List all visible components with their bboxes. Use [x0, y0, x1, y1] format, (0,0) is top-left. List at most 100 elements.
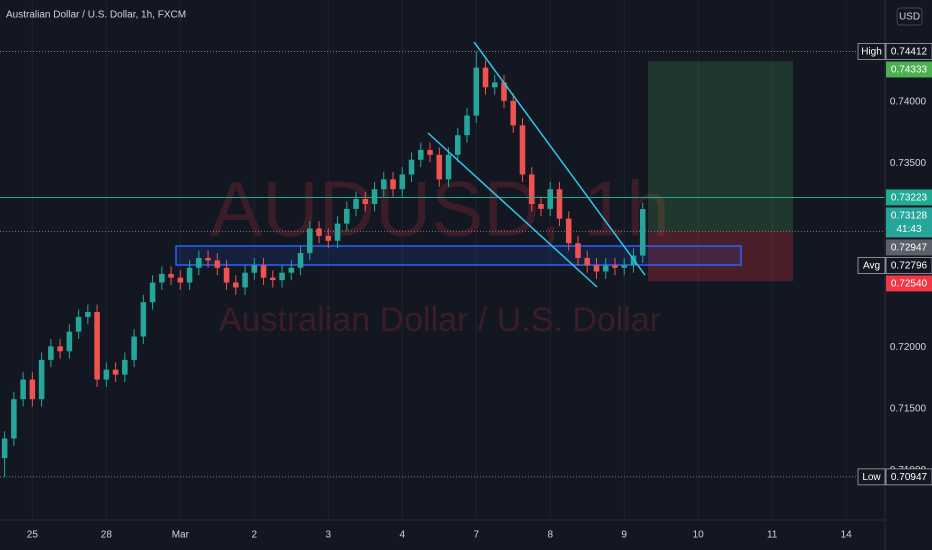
x-tick-label: 10 [693, 530, 705, 541]
candle-body [75, 316, 82, 332]
grid [31, 0, 847, 520]
candle-body [270, 277, 276, 281]
candle-body [214, 260, 221, 268]
candle-body [408, 159, 415, 175]
price-badge [886, 275, 932, 292]
trend-line [427, 132, 598, 288]
candle-body [362, 199, 369, 204]
price-badge-text: 0.73128 [891, 211, 928, 222]
candle-body [510, 100, 517, 126]
chart-title: Australian Dollar / U.S. Dollar, 1h, FXC… [6, 10, 186, 21]
watermark-subtitle: Australian Dollar / U.S. Dollar [219, 301, 661, 339]
price-badge-label: Avg [863, 261, 880, 272]
candle-body [575, 243, 581, 258]
candle-body [112, 369, 119, 375]
candle-body [11, 399, 17, 439]
price-badge-text: 0.73223 [891, 193, 928, 204]
price-badge [886, 61, 932, 78]
candle-body [168, 273, 174, 278]
price-badge-label: High [861, 47, 882, 58]
candle-body [48, 346, 54, 360]
candle-body [417, 149, 424, 160]
candle-body [584, 257, 590, 266]
price-badge [885, 468, 932, 486]
price-lines [0, 50, 885, 478]
candle-body [94, 312, 100, 380]
candle-body [223, 267, 230, 283]
candle-body [1, 438, 8, 459]
candle-body [445, 154, 452, 180]
candle-body [427, 149, 433, 155]
candle-body [538, 203, 544, 209]
trend-line [473, 41, 646, 276]
x-tick-label: 9 [621, 530, 627, 541]
price-badge [885, 43, 932, 60]
candles [1, 51, 646, 477]
candle-body [288, 267, 295, 273]
candle-body [464, 115, 470, 136]
candle-body [38, 359, 45, 400]
price-badges: 0.74412 High 0.74333 0.73223 0.73128 41:43 0.7… [857, 43, 932, 486]
x-tick-label: 25 [27, 530, 39, 541]
price-badge-text: 0.74333 [891, 65, 928, 76]
candle-body [131, 336, 137, 360]
price-badge [886, 189, 932, 206]
x-tick-label: 7 [473, 530, 479, 541]
candle-body [602, 265, 609, 272]
candle-body [57, 346, 63, 352]
price-badge [885, 257, 932, 274]
x-tick-label: 2 [252, 530, 258, 541]
candle-body [547, 189, 554, 209]
price-badge-label-box [857, 43, 886, 60]
currency-label[interactable]: USD [899, 12, 920, 23]
candle-body [390, 179, 396, 190]
target-zone [648, 61, 793, 232]
candle-body [103, 369, 110, 380]
candle-body [565, 218, 572, 244]
support-zone [175, 245, 742, 266]
candle-body [501, 82, 507, 101]
candle-body [149, 282, 156, 303]
candle-body [399, 174, 406, 190]
candle-body [140, 302, 147, 337]
price-badge [886, 239, 932, 256]
candle-body [233, 282, 239, 288]
candle-body [159, 273, 165, 283]
candle-body [85, 312, 91, 317]
candle-body [66, 331, 73, 352]
candle-body [353, 199, 359, 209]
candle-body [307, 228, 313, 254]
currency-button[interactable] [896, 7, 923, 26]
candle-body [473, 67, 480, 116]
price-badge-label-box [857, 468, 886, 486]
candle-body [334, 223, 341, 241]
price-badge-text: 0.72540 [891, 279, 928, 290]
candle-body [279, 272, 285, 281]
candle-body [556, 189, 563, 219]
candle-body [593, 265, 600, 272]
candle-body [196, 257, 202, 268]
x-tick-label: 8 [547, 530, 553, 541]
y-tick-label: 0.74000 [890, 97, 927, 108]
x-tick-label: 4 [399, 530, 405, 541]
candle-body [186, 267, 193, 283]
candle-body [177, 277, 184, 283]
candle-body [371, 189, 378, 204]
candle-body [621, 265, 627, 268]
candle-body [316, 228, 322, 236]
candle-body [482, 67, 489, 88]
candle-body [381, 179, 387, 190]
y-tick-label: 0.71500 [890, 404, 927, 415]
x-tick-label: 28 [101, 530, 113, 541]
candle-body [260, 265, 267, 278]
candle-body [491, 82, 498, 88]
price-badge-label: Low [862, 472, 881, 483]
candle-body [528, 174, 535, 204]
candle-body [344, 208, 350, 224]
price-badge-label-box [857, 257, 886, 274]
candle-body [612, 265, 618, 268]
price-badge [886, 207, 932, 238]
candle-body [639, 209, 646, 256]
